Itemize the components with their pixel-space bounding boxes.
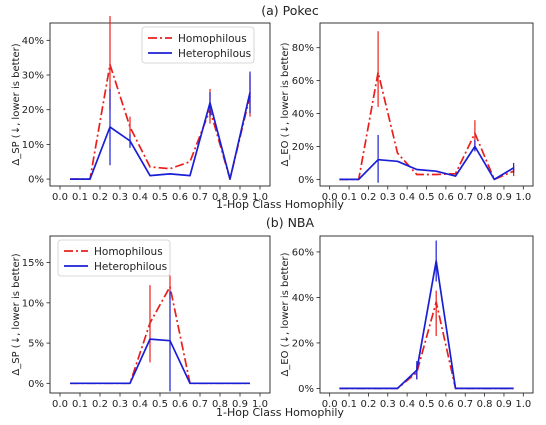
- x-tick-label: 0.4: [132, 399, 148, 410]
- x-tick-label: 0.5: [152, 399, 168, 410]
- y-tick-label: 0%: [28, 175, 44, 186]
- x-tick-label: 0.8: [477, 399, 493, 410]
- x-tick-label: 0.3: [112, 399, 128, 410]
- x-tick-label: 0.1: [72, 192, 88, 203]
- section-xlabel-nba: 1-Hop Class Homophily: [216, 406, 344, 419]
- x-tick-label: 0.8: [212, 192, 228, 203]
- series-line-homophilous: [70, 63, 251, 180]
- x-tick-label: 0.6: [438, 399, 454, 410]
- x-tick-label: 1.0: [515, 399, 531, 410]
- x-tick-label: 0.9: [496, 192, 512, 203]
- x-tick-label: 0.6: [438, 192, 454, 203]
- y-tick-label: 10%: [22, 298, 44, 309]
- legend-label-homophilous: Homophilous: [94, 246, 163, 258]
- series-line-heterophilous: [70, 92, 251, 180]
- x-tick-label: 0.4: [399, 192, 415, 203]
- x-tick-label: 0.0: [52, 399, 68, 410]
- x-tick-label: 0.3: [112, 192, 128, 203]
- series-line-homophilous: [339, 71, 514, 181]
- x-tick-label: 0.6: [172, 399, 188, 410]
- x-tick-label: 0.8: [477, 192, 493, 203]
- section-title-pokec: (a) Pokec: [261, 3, 319, 18]
- chart-panel-1: 0.0 0.1 0.2 0.3 0.4 0.5 0.6 0.7 0.8 0.9 1.0 0% 10% 20…: [11, 16, 271, 203]
- y-tick-label: 40%: [292, 293, 314, 304]
- legend-label-homophilous: Homophilous: [178, 33, 247, 45]
- x-tick-label: 1.0: [252, 192, 268, 203]
- y-axis-label: Δ_EO (↓, lower is better): [280, 252, 291, 376]
- x-tick-label: 0.5: [152, 192, 168, 203]
- y-tick-label: 40%: [22, 36, 44, 47]
- x-tick-label: 0.0: [52, 192, 68, 203]
- x-tick-label: 0.3: [380, 192, 396, 203]
- chart-panel-3: 0.0 0.1 0.2 0.3 0.4 0.5 0.6 0.7 0.8 0.9 1.0 0% 5% 10%…: [11, 235, 271, 410]
- y-tick-label: 60%: [292, 247, 314, 258]
- series-line-heterophilous: [339, 145, 515, 181]
- x-tick-label: 0.7: [457, 192, 473, 203]
- y-tick-label: 15%: [22, 258, 44, 269]
- y-tick-label: 10%: [22, 140, 44, 151]
- y-tick-label: 0%: [298, 175, 314, 186]
- y-tick-label: 5%: [28, 339, 44, 350]
- series-line-heterophilous: [70, 338, 250, 385]
- y-tick-label: 20%: [292, 338, 314, 349]
- x-tick-label: 0.9: [232, 192, 248, 203]
- y-tick-label: 0%: [298, 384, 314, 395]
- x-tick-label: 0.4: [132, 192, 148, 203]
- x-tick-label: 0.2: [360, 399, 376, 410]
- x-tick-label: 0.3: [380, 399, 396, 410]
- x-tick-label: 0.2: [360, 192, 376, 203]
- x-tick-label: 0.7: [192, 192, 208, 203]
- legend-box: [57, 239, 171, 277]
- x-tick-label: 0.1: [72, 399, 88, 410]
- x-tick-label: 0.6: [172, 192, 188, 203]
- y-tick-label: 60%: [292, 76, 314, 87]
- chart-panel-4: 0.0 0.1 0.2 0.3 0.4 0.5 0.6 0.7 0.8 0.9 1.0 0% 20% 40…: [280, 235, 534, 410]
- y-tick-label: 0%: [28, 379, 44, 390]
- x-tick-label: 0.2: [92, 192, 108, 203]
- section-xlabel-pokec: 1-Hop Class Homophily: [216, 198, 344, 211]
- legend-box: [141, 26, 255, 64]
- plot-frame: [319, 22, 534, 187]
- x-tick-label: 0.7: [457, 399, 473, 410]
- chart-panel-2: 0.0 0.1 0.2 0.3 0.4 0.5 0.6 0.7 0.8 0.9 1.0 0% 20% 40…: [280, 22, 534, 203]
- legend: Homophilous Heterophilous: [141, 26, 255, 64]
- x-tick-label: 0.9: [496, 399, 512, 410]
- x-tick-label: 1.0: [515, 192, 531, 203]
- y-axis-label: Δ_EO (↓, lower is better): [280, 42, 291, 166]
- x-tick-label: 0.1: [341, 192, 357, 203]
- x-tick-label: 0.5: [419, 399, 435, 410]
- legend-label-heterophilous: Heterophilous: [178, 48, 251, 60]
- y-axis-label: Δ_SP (↓, lower is better): [11, 253, 22, 375]
- x-tick-label: 0.4: [399, 399, 415, 410]
- y-tick-label: 20%: [292, 142, 314, 153]
- x-tick-label: 1.0: [252, 399, 268, 410]
- x-tick-label: 0.7: [192, 399, 208, 410]
- x-tick-label: 0.0: [322, 399, 338, 410]
- x-tick-label: 0.5: [419, 192, 435, 203]
- y-tick-label: 20%: [22, 105, 44, 116]
- legend: Homophilous Heterophilous: [57, 239, 171, 277]
- y-tick-label: 80%: [292, 43, 314, 54]
- x-tick-label: 0.8: [212, 399, 228, 410]
- y-axis-label: Δ_SP (↓, lower is better): [11, 43, 22, 165]
- x-tick-label: 0.1: [341, 399, 357, 410]
- y-tick-label: 40%: [292, 109, 314, 120]
- series-line-homophilous: [70, 285, 250, 385]
- x-tick-label: 0.2: [92, 399, 108, 410]
- section-title-nba: (b) NBA: [266, 215, 315, 230]
- x-tick-label: 0.0: [322, 192, 338, 203]
- legend-label-heterophilous: Heterophilous: [94, 261, 167, 273]
- series-line-heterophilous: [339, 260, 514, 390]
- x-tick-label: 0.9: [232, 399, 248, 410]
- y-tick-label: 30%: [22, 71, 44, 82]
